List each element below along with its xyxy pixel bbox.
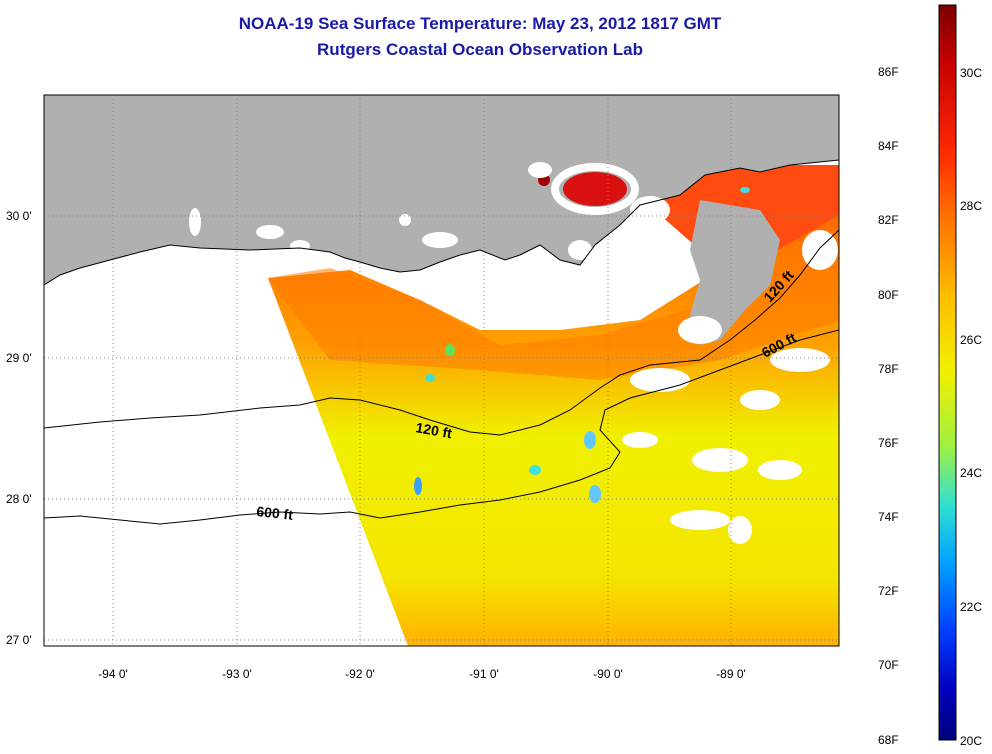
lon-label-91: -91 0' — [469, 667, 499, 681]
colorbar-label-24c: 24C — [960, 466, 983, 480]
graticule — [44, 95, 839, 646]
colorbar-label-68f: 68F — [878, 733, 899, 747]
lon-label-93: -93 0' — [222, 667, 252, 681]
lon-label-92: -92 0' — [345, 667, 375, 681]
isobath-120ft — [44, 229, 839, 436]
coastline — [44, 159, 839, 286]
cloud-patches — [189, 162, 838, 544]
colorbar-label-72f: 72F — [878, 584, 899, 598]
colorbar-label-70f: 70F — [878, 658, 899, 672]
lon-label-90: -90 0' — [593, 667, 623, 681]
colorbar-label-30c: 30C — [960, 66, 983, 80]
land-mass — [44, 95, 839, 285]
lon-label-89: -89 0' — [716, 667, 746, 681]
colorbar-label-86f: 86F — [878, 65, 899, 79]
colorbar-label-76f: 76F — [878, 436, 899, 450]
colorbar-label-26c: 26C — [960, 333, 983, 347]
lat-label-27: 27 0' — [6, 633, 32, 647]
map-title: NOAA-19 Sea Surface Temperature: May 23,… — [238, 14, 722, 33]
lake-pontchartrain — [563, 172, 627, 206]
lon-label-94: -94 0' — [98, 667, 128, 681]
lat-label-28: 28 0' — [6, 492, 32, 506]
contour-label-600ft-1: 600 ft — [256, 503, 294, 523]
colorbar-label-22c: 22C — [960, 600, 983, 614]
colorbar-label-20c: 20C — [960, 734, 983, 748]
isobath-600ft — [44, 329, 839, 525]
lat-label-29: 29 0' — [6, 351, 32, 365]
colorbar-label-84f: 84F — [878, 139, 899, 153]
map-border — [43, 94, 840, 647]
colorbar-label-28c: 28C — [960, 199, 983, 213]
colorbar-label-80f: 80F — [878, 288, 899, 302]
colorbar-label-82f: 82F — [878, 213, 899, 227]
colorbar-label-74f: 74F — [878, 510, 899, 524]
lat-label-30: 30 0' — [6, 209, 32, 223]
map-subtitle: Rutgers Coastal Ocean Observation Lab — [317, 40, 643, 59]
delta-land — [690, 200, 780, 345]
contour-label-120ft-1: 120 ft — [414, 419, 453, 441]
colorbar-label-78f: 78F — [878, 362, 899, 376]
colorbar — [938, 4, 957, 741]
